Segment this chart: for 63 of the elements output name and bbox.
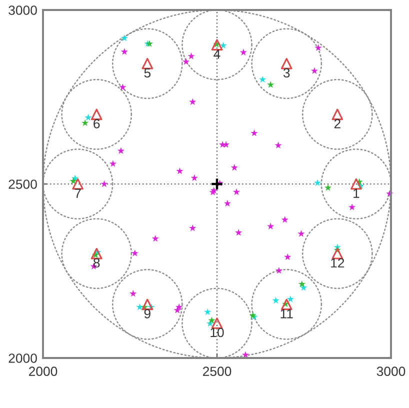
point bbox=[220, 42, 227, 49]
annotation: 3 bbox=[283, 68, 290, 78]
annotation: 1 bbox=[354, 188, 360, 198]
point bbox=[242, 351, 250, 358]
point bbox=[281, 216, 288, 223]
point bbox=[189, 224, 196, 232]
point bbox=[266, 81, 274, 88]
point bbox=[182, 58, 190, 65]
annotation: 7 bbox=[74, 188, 81, 198]
point bbox=[272, 296, 280, 304]
x-tick-label: 2500 bbox=[202, 366, 232, 376]
point bbox=[188, 52, 195, 60]
annotation: 2 bbox=[334, 119, 340, 128]
annotation: 11 bbox=[280, 309, 293, 318]
annotation: 6 bbox=[94, 119, 100, 128]
point bbox=[232, 188, 240, 196]
point bbox=[298, 230, 305, 237]
point bbox=[286, 295, 294, 302]
y-tick-label: 2000 bbox=[8, 354, 37, 363]
point bbox=[84, 114, 92, 121]
point bbox=[224, 200, 232, 207]
point bbox=[300, 284, 308, 291]
x-tick-label: 2000 bbox=[28, 366, 58, 376]
point bbox=[250, 129, 258, 136]
point bbox=[176, 167, 184, 174]
point bbox=[258, 76, 266, 83]
point bbox=[204, 308, 212, 316]
point bbox=[190, 174, 198, 182]
y-tick-label: 2500 bbox=[8, 180, 37, 189]
annotation: 8 bbox=[93, 258, 100, 268]
annotation: 12 bbox=[331, 258, 344, 268]
point bbox=[136, 303, 144, 310]
point bbox=[348, 204, 356, 210]
point bbox=[230, 164, 238, 171]
point bbox=[274, 142, 282, 148]
point bbox=[174, 306, 181, 314]
point bbox=[120, 34, 128, 42]
point bbox=[81, 119, 89, 126]
point bbox=[266, 222, 274, 230]
point bbox=[152, 234, 160, 242]
annotation: 5 bbox=[144, 68, 151, 78]
point bbox=[119, 83, 126, 90]
point bbox=[130, 290, 137, 297]
y-tick-label: 3000 bbox=[8, 6, 37, 15]
point bbox=[131, 249, 138, 256]
point bbox=[189, 98, 196, 105]
point bbox=[240, 48, 248, 56]
point bbox=[298, 280, 306, 288]
annotation: 9 bbox=[144, 309, 150, 318]
point bbox=[284, 253, 292, 260]
annotation: 4 bbox=[214, 50, 220, 59]
x-tick-label: 3000 bbox=[376, 366, 406, 376]
annotation: 10 bbox=[210, 328, 224, 338]
point bbox=[314, 179, 322, 186]
point bbox=[117, 147, 125, 154]
point bbox=[234, 228, 242, 236]
point bbox=[109, 160, 117, 167]
point bbox=[310, 67, 318, 74]
point bbox=[100, 180, 108, 188]
point bbox=[275, 266, 283, 274]
point bbox=[120, 48, 128, 55]
point bbox=[314, 44, 322, 52]
point bbox=[324, 184, 332, 191]
